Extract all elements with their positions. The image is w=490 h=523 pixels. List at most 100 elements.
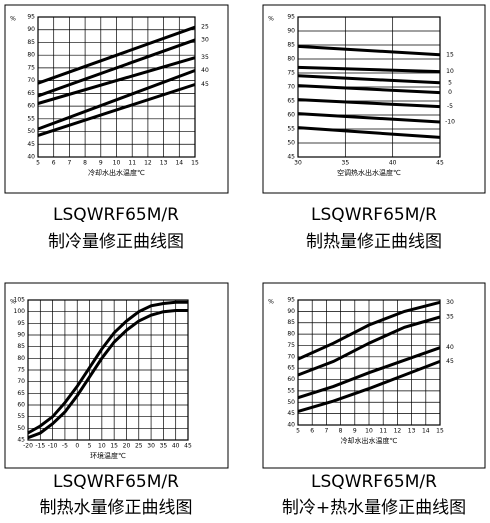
curve [27, 309, 188, 440]
curve [297, 126, 441, 139]
y-tick-label: 75 [287, 70, 295, 77]
series-label: 35 [201, 54, 209, 61]
x-axis-label: 空调热水出水温度℃ [337, 168, 401, 177]
chart-subtitle: 制冷+热水量修正曲线图 [282, 498, 466, 518]
y-tick-label: 75 [17, 367, 25, 374]
chart-title: LSQWRF65M/R [53, 205, 179, 225]
x-tick-label: 13 [160, 160, 168, 167]
y-tick-label: 70 [27, 77, 35, 84]
y-tick-label: 65 [17, 390, 25, 397]
x-tick-label: 30 [147, 443, 155, 450]
y-tick-label: 70 [287, 353, 295, 360]
y-axis-label: % [10, 16, 16, 23]
y-tick-label: 85 [17, 343, 25, 350]
curve [297, 359, 441, 413]
y-tick-label: 80 [287, 56, 295, 63]
curve [297, 44, 441, 57]
y-tick-label: 85 [287, 42, 295, 49]
y-axis-label: % [268, 16, 274, 23]
x-tick-label: 5 [36, 160, 40, 167]
y-tick-label: 45 [287, 410, 295, 417]
x-tick-label: -5 [62, 443, 68, 450]
y-tick-label: 80 [27, 52, 35, 59]
y-tick-label: 40 [27, 154, 35, 161]
x-tick-label: 20 [123, 443, 131, 450]
y-axis-label: % [268, 299, 274, 306]
x-tick-label: 8 [339, 428, 343, 435]
y-tick-label: 95 [17, 320, 25, 327]
y-tick-label: 60 [27, 103, 35, 110]
plot-frame [37, 16, 196, 158]
y-tick-label: 50 [27, 128, 35, 135]
panel-frame [4, 282, 229, 469]
x-tick-label: 6 [310, 428, 314, 435]
x-tick-label: 10 [98, 443, 106, 450]
y-tick-label: 55 [287, 126, 295, 133]
series-label: 15 [446, 51, 454, 58]
x-tick-label: 7 [67, 160, 71, 167]
y-tick-label: 60 [287, 112, 295, 119]
y-tick-label: 85 [287, 319, 295, 326]
series-label: 30 [201, 36, 209, 43]
panel-frame [262, 4, 486, 194]
x-tick-label: 14 [175, 160, 183, 167]
series-label: 0 [448, 89, 452, 96]
curve [37, 69, 196, 131]
x-tick-label: 12 [144, 160, 152, 167]
series-label: 40 [446, 344, 454, 351]
y-tick-label: 70 [287, 84, 295, 91]
curve [297, 300, 441, 361]
x-tick-label: 45 [184, 443, 192, 450]
x-tick-label: 45 [436, 160, 444, 167]
y-tick-label: 45 [27, 141, 35, 148]
x-tick-label: 8 [83, 160, 87, 167]
x-tick-label: 25 [135, 443, 143, 450]
chart-subtitle: 制热量修正曲线图 [306, 232, 442, 252]
plot-frame [27, 299, 189, 441]
chart-subtitle: 制冷量修正曲线图 [48, 232, 184, 252]
x-tick-label: 15 [436, 428, 444, 435]
curve [297, 65, 441, 74]
panel-frame [262, 282, 486, 469]
x-tick-label: 11 [128, 160, 136, 167]
y-tick-label: 50 [17, 425, 25, 432]
x-tick-label: 9 [353, 428, 357, 435]
y-tick-label: 55 [287, 387, 295, 394]
series-label: -5 [447, 103, 453, 110]
x-axis-label: 冷却水出水温度℃ [341, 436, 398, 445]
curve [297, 315, 441, 377]
x-tick-label: 10 [113, 160, 121, 167]
x-tick-label: 15 [191, 160, 199, 167]
y-tick-label: 85 [27, 39, 35, 46]
x-tick-label: 15 [110, 443, 118, 450]
x-tick-label: 13 [408, 428, 416, 435]
y-tick-label: 75 [27, 64, 35, 71]
y-tick-label: 55 [17, 413, 25, 420]
y-tick-label: 65 [287, 365, 295, 372]
x-axis-label: 冷却水出水温度℃ [88, 168, 145, 177]
x-tick-label: 40 [172, 443, 180, 450]
chart-title: LSQWRF65M/R [311, 472, 437, 492]
chart-subtitle: 制热水量修正曲线图 [40, 498, 193, 518]
x-tick-label: 35 [160, 443, 168, 450]
y-tick-label: 95 [287, 297, 295, 304]
x-tick-label: 40 [389, 160, 397, 167]
series-label: 45 [446, 358, 454, 365]
x-tick-label: -15 [35, 443, 45, 450]
series-label: 45 [201, 81, 209, 88]
x-tick-label: 30 [294, 160, 302, 167]
x-tick-label: -10 [48, 443, 58, 450]
x-tick-label: 35 [342, 160, 350, 167]
chart-title: LSQWRF65M/R [311, 205, 437, 225]
x-tick-label: 11 [379, 428, 387, 435]
y-tick-label: 65 [27, 90, 35, 97]
y-tick-label: 90 [287, 308, 295, 315]
x-axis-label: 环境温度℃ [90, 451, 126, 460]
x-tick-label: 7 [324, 428, 328, 435]
curve [37, 56, 196, 105]
x-tick-label: -20 [23, 443, 33, 450]
curve [37, 25, 196, 85]
y-tick-label: 80 [287, 331, 295, 338]
x-tick-label: 10 [365, 428, 373, 435]
